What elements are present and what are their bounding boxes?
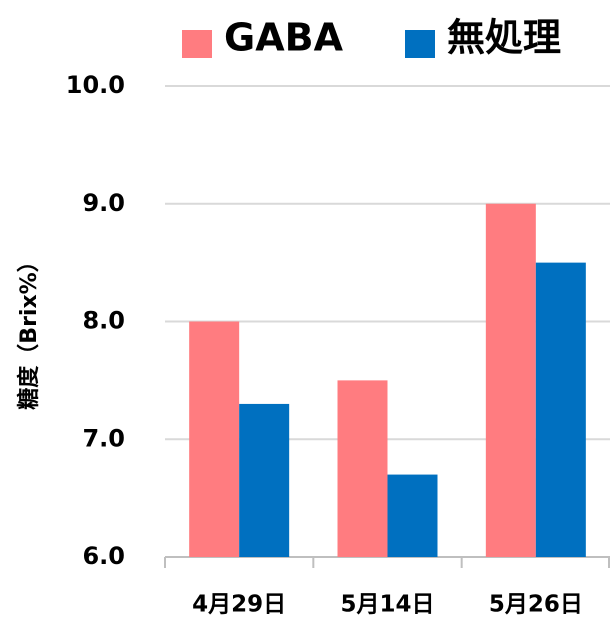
bar: [535, 262, 586, 557]
y-tick-label: 7.0: [82, 424, 125, 452]
x-tick-label: 5月14日: [340, 592, 434, 618]
bar: [485, 203, 536, 557]
legend-swatch: [182, 30, 212, 58]
bar: [337, 380, 388, 557]
y-axis-label: 糖度（Brix%）: [16, 250, 42, 409]
y-tick-label: 8.0: [82, 307, 125, 335]
bar: [239, 403, 290, 557]
x-tick-label: 4月29日: [192, 592, 286, 618]
legend-swatch: [405, 30, 435, 58]
bar: [189, 321, 240, 557]
x-tick-label: 5月26日: [489, 592, 583, 618]
legend-label: GABA: [224, 16, 344, 60]
y-tick-label: 9.0: [82, 189, 125, 217]
y-tick-label: 10.0: [66, 71, 125, 99]
y-tick-label: 6.0: [82, 542, 125, 570]
legend-label: 無処理: [447, 16, 561, 60]
bar: [387, 474, 438, 557]
